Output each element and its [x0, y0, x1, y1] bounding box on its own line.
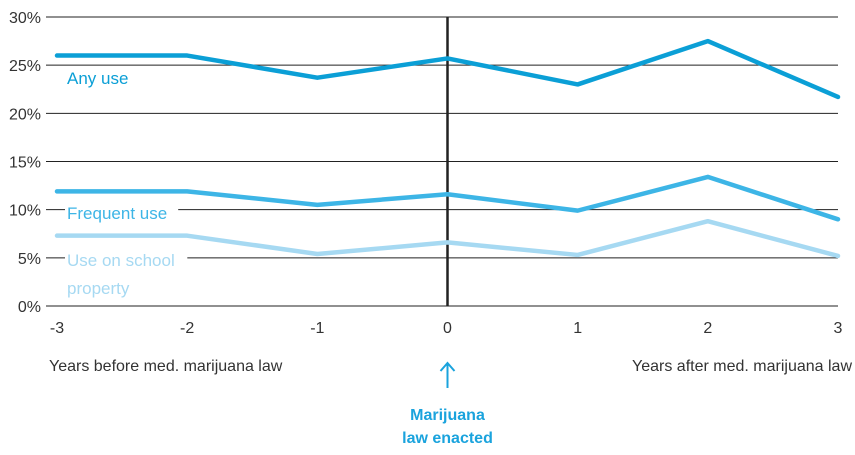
y-tick-label: 20% [9, 106, 41, 123]
series-labels: Any use Frequent use Use on school property [65, 69, 188, 299]
series-label: Use on school [67, 251, 175, 270]
x-caption-after: Years after med. marijuana law [632, 358, 852, 375]
series-label-backing [65, 279, 142, 299]
x-tick-label: 1 [573, 320, 582, 337]
x-tick-label: 0 [443, 320, 452, 337]
y-axis-ticks: 0% 5% 10% 15% 20% 25% 30% [9, 10, 41, 316]
x-tick-label: 3 [834, 320, 843, 337]
series-label: property [67, 279, 130, 298]
x-tick-label: -2 [180, 320, 194, 337]
law-enacted-marker: Marijuana law enacted [402, 361, 493, 447]
x-tick-label: -3 [50, 320, 64, 337]
y-tick-label: 25% [9, 58, 41, 75]
y-tick-label: 0% [18, 299, 41, 316]
series-label-backing [65, 204, 179, 224]
y-tick-label: 5% [18, 251, 41, 268]
event-label: law enacted [402, 430, 493, 447]
series-lines [54, 38, 841, 259]
event-label: Marijuana [410, 407, 485, 424]
y-tick-label: 15% [9, 155, 41, 172]
x-caption-before: Years before med. marijuana law [49, 358, 283, 375]
arrow-up-icon [439, 361, 456, 372]
y-tick-label: 10% [9, 203, 41, 220]
y-tick-label: 30% [9, 10, 41, 27]
series-label: Any use [67, 69, 128, 88]
x-tick-label: 2 [703, 320, 712, 337]
x-tick-label: -1 [310, 320, 324, 337]
series-label: Frequent use [67, 204, 167, 223]
x-axis-ticks: -3 -2 -1 0 1 2 3 [50, 320, 843, 337]
series-label-backing [65, 251, 188, 271]
series-label-backing [65, 69, 133, 89]
